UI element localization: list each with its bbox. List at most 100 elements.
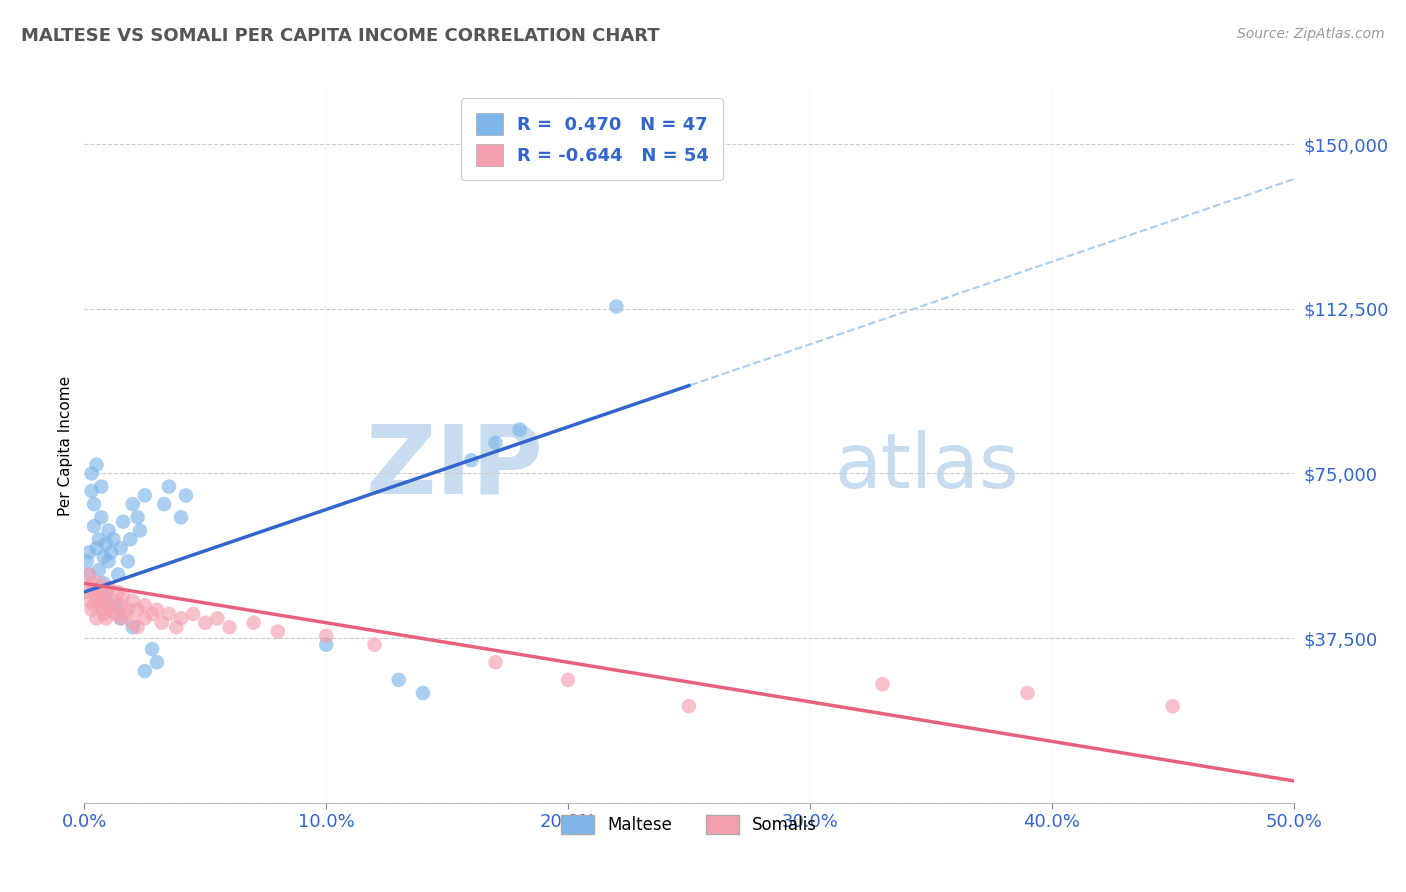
Point [77,567,100,582]
Point [77,567,100,582]
Point [80,467,103,481]
Y-axis label: Per Capita Income: Per Capita Income [58,376,73,516]
Point [141,607,163,621]
Point [104,607,127,621]
Point [90,585,112,599]
Point [97,554,120,568]
Point [94,537,117,551]
Point [110,598,132,612]
Point [388,673,411,687]
Point [120,533,142,547]
Point [80,602,103,616]
Text: atlas: atlas [834,431,1019,504]
Point [86,594,108,608]
Point [170,510,193,524]
Point [107,567,129,582]
Text: MALTESE VS SOMALI PER CAPITA INCOME CORRELATION CHART: MALTESE VS SOMALI PER CAPITA INCOME CORR… [21,27,659,45]
Point [557,673,579,687]
Point [134,598,156,612]
Point [509,423,531,437]
Text: ZIP: ZIP [366,421,544,514]
Point [872,677,894,691]
Point [97,581,120,595]
Point [134,611,156,625]
Point [76,554,98,568]
Point [83,598,105,612]
Point [94,611,117,625]
Point [121,615,143,630]
Point [181,607,204,621]
Point [605,300,627,314]
Point [83,519,105,533]
Point [134,664,156,678]
Point [146,655,169,669]
Point [87,590,110,604]
Point [242,615,264,630]
Point [207,611,229,625]
Point [90,480,112,494]
Point [93,549,115,564]
Point [174,488,197,502]
Point [93,594,115,608]
Point [117,554,139,568]
Point [146,602,169,616]
Point [110,611,132,625]
Point [80,483,103,498]
Point [97,598,120,612]
Point [76,585,98,599]
Point [104,598,127,612]
Point [110,611,132,625]
Point [83,585,105,599]
Point [100,602,122,616]
Point [141,642,163,657]
Point [86,611,108,625]
Point [93,607,115,621]
Point [484,435,506,450]
Point [157,480,180,494]
Point [218,620,240,634]
Point [86,541,108,555]
Point [112,590,135,604]
Point [103,533,125,547]
Point [87,533,110,547]
Point [134,488,156,502]
Point [117,602,139,616]
Point [194,615,217,630]
Point [678,699,700,714]
Point [87,563,110,577]
Point [153,497,176,511]
Point [112,515,135,529]
Point [363,638,385,652]
Point [127,510,149,524]
Point [127,602,149,616]
Point [1017,686,1039,700]
Point [110,541,132,555]
Point [90,510,112,524]
Point [170,611,193,625]
Point [87,576,110,591]
Point [90,602,112,616]
Point [94,585,117,599]
Point [114,607,136,621]
Point [83,497,105,511]
Point [103,594,125,608]
Point [77,594,100,608]
Point [97,524,120,538]
Point [150,615,173,630]
Point [267,624,290,639]
Point [100,545,122,559]
Point [77,545,100,559]
Point [165,620,187,634]
Point [315,629,337,643]
Point [121,594,143,608]
Point [93,576,115,591]
Point [484,655,506,669]
Point [80,576,103,591]
Point [86,458,108,472]
Point [129,524,152,538]
Point [127,620,149,634]
Point [157,607,180,621]
Point [121,497,143,511]
Point [412,686,434,700]
Text: Source: ZipAtlas.com: Source: ZipAtlas.com [1237,27,1385,41]
